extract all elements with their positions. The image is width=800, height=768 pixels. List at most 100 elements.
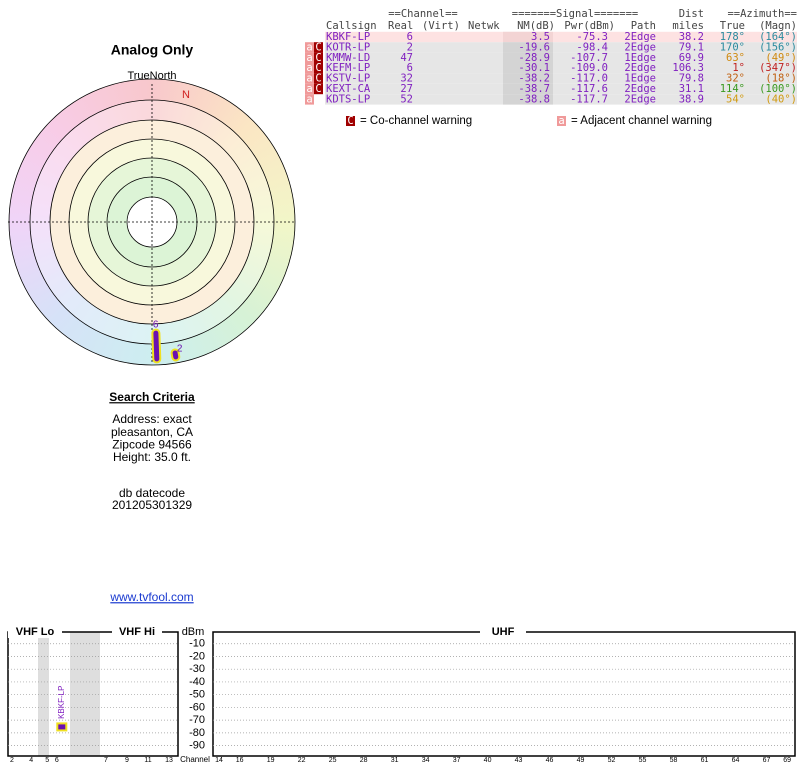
signal-label: KBKF-LP xyxy=(57,686,66,719)
cell-path: 2Edge xyxy=(624,62,656,74)
legend-box xyxy=(346,116,355,126)
warning-box xyxy=(305,52,314,63)
column-header: Pwr(dBm) xyxy=(564,20,615,32)
legend-box xyxy=(557,116,566,126)
warning-symbol: a xyxy=(306,93,312,105)
warning-box xyxy=(305,73,314,84)
x-tick-label: 13 xyxy=(165,757,173,764)
column-header: Callsign xyxy=(326,20,377,32)
cell-dist: 79.1 xyxy=(679,41,704,53)
section-label: VHF Hi xyxy=(119,626,155,638)
column-header: (Virt) xyxy=(422,20,460,32)
cell-magn: (347°) xyxy=(759,62,797,74)
warning-symbol: a xyxy=(306,83,312,95)
x-tick-label: 11 xyxy=(144,757,151,764)
warning-box xyxy=(314,83,323,95)
callsign: KEFM-LP xyxy=(326,62,370,74)
callsign: KEXT-CA xyxy=(326,83,371,95)
warning-box xyxy=(314,42,323,53)
column-header: NM(dB) xyxy=(517,20,555,32)
cell-nm: -38.7 xyxy=(518,83,550,95)
cell-true: 1° xyxy=(732,62,745,74)
cell-real: 47 xyxy=(400,52,413,64)
station-marker xyxy=(153,330,160,362)
cell-magn: (100°) xyxy=(759,83,797,95)
cell-nm: -38.2 xyxy=(518,73,550,85)
x-tick-label: 31 xyxy=(391,757,399,764)
group-header: Dist xyxy=(679,8,704,20)
column-header: Real xyxy=(388,20,413,32)
y-tick-label: -20 xyxy=(189,650,205,662)
cell-nm: 3.5 xyxy=(531,31,550,43)
x-tick-label: 64 xyxy=(732,757,740,764)
table-row xyxy=(325,42,797,53)
cell-magn: (40°) xyxy=(765,93,797,105)
db-code: 201205301329 xyxy=(112,498,192,512)
cell-path: 2Edge xyxy=(624,41,656,53)
table-row xyxy=(325,83,797,95)
warning-box xyxy=(314,52,323,63)
cell-real: 32 xyxy=(400,73,413,85)
y-tick-label: -30 xyxy=(189,663,205,675)
cell-magn: (156°) xyxy=(759,41,797,53)
warning-symbol: a xyxy=(306,62,312,74)
criteria-line: pleasanton, CA xyxy=(111,425,193,439)
panel-frame xyxy=(212,631,796,757)
band-gap xyxy=(70,632,100,756)
cell-true: 54° xyxy=(726,93,745,105)
x-tick-label: 2 xyxy=(10,757,14,764)
warning-symbol: C xyxy=(315,41,321,53)
cell-nm: -30.1 xyxy=(518,62,550,74)
x-tick-label: 58 xyxy=(670,757,678,764)
column-header: Netwk xyxy=(468,20,500,32)
y-tick-label: -10 xyxy=(189,638,205,650)
y-unit: dBm xyxy=(182,626,205,638)
polar-title: Analog Only xyxy=(111,42,194,58)
section-label: UHF xyxy=(492,626,515,638)
warning-box xyxy=(314,63,323,74)
x-tick-label: 67 xyxy=(763,757,771,764)
cell-nm: -19.6 xyxy=(518,41,550,53)
cell-real: 2 xyxy=(407,41,413,53)
section-label: VHF Lo xyxy=(16,626,55,638)
x-tick-label: 28 xyxy=(360,757,368,764)
cell-pwr: -117.7 xyxy=(570,93,608,105)
x-tick-label: 22 xyxy=(298,757,306,764)
x-tick-label: 69 xyxy=(783,757,791,764)
criteria-line: Height: 35.0 ft. xyxy=(113,450,191,464)
x-tick-label: 14 xyxy=(215,757,223,764)
x-label: Channel xyxy=(180,755,210,764)
cell-magn: (49°) xyxy=(765,52,797,64)
cell-dist: 106.3 xyxy=(672,62,704,74)
callsign: KOTR-LP xyxy=(326,41,370,53)
y-tick-label: -40 xyxy=(189,676,205,688)
callsign: KBKF-LP xyxy=(326,31,370,43)
warning-symbol: a xyxy=(306,52,312,64)
column-header: miles xyxy=(672,20,704,32)
cell-path: 2Edge xyxy=(624,31,656,43)
x-tick-label: 5 xyxy=(45,757,49,764)
signal-marker xyxy=(56,722,68,732)
nm-cell xyxy=(503,83,553,95)
x-tick-label: 9 xyxy=(125,757,129,764)
column-header: True xyxy=(720,20,745,32)
warning-symbol: C xyxy=(315,62,321,74)
cell-true: 114° xyxy=(720,83,745,95)
warning-box xyxy=(305,83,314,95)
cell-path: 1Edge xyxy=(624,52,656,64)
cell-nm: -38.8 xyxy=(518,93,550,105)
warning-box xyxy=(305,42,314,53)
warning-symbol: a xyxy=(306,41,312,53)
cell-nm: -28.9 xyxy=(518,52,550,64)
y-tick-label: -90 xyxy=(189,740,205,752)
site-link[interactable]: www.tvfool.com xyxy=(109,590,193,604)
group-header: ==Azimuth== xyxy=(727,8,797,20)
cell-pwr: -109.0 xyxy=(570,62,608,74)
table-row xyxy=(325,31,797,43)
y-tick-label: -50 xyxy=(189,689,205,701)
x-tick-label: 43 xyxy=(515,757,523,764)
section-label-bg xyxy=(112,626,162,638)
x-tick-label: 46 xyxy=(546,757,554,764)
warning-symbol: C xyxy=(315,52,321,64)
